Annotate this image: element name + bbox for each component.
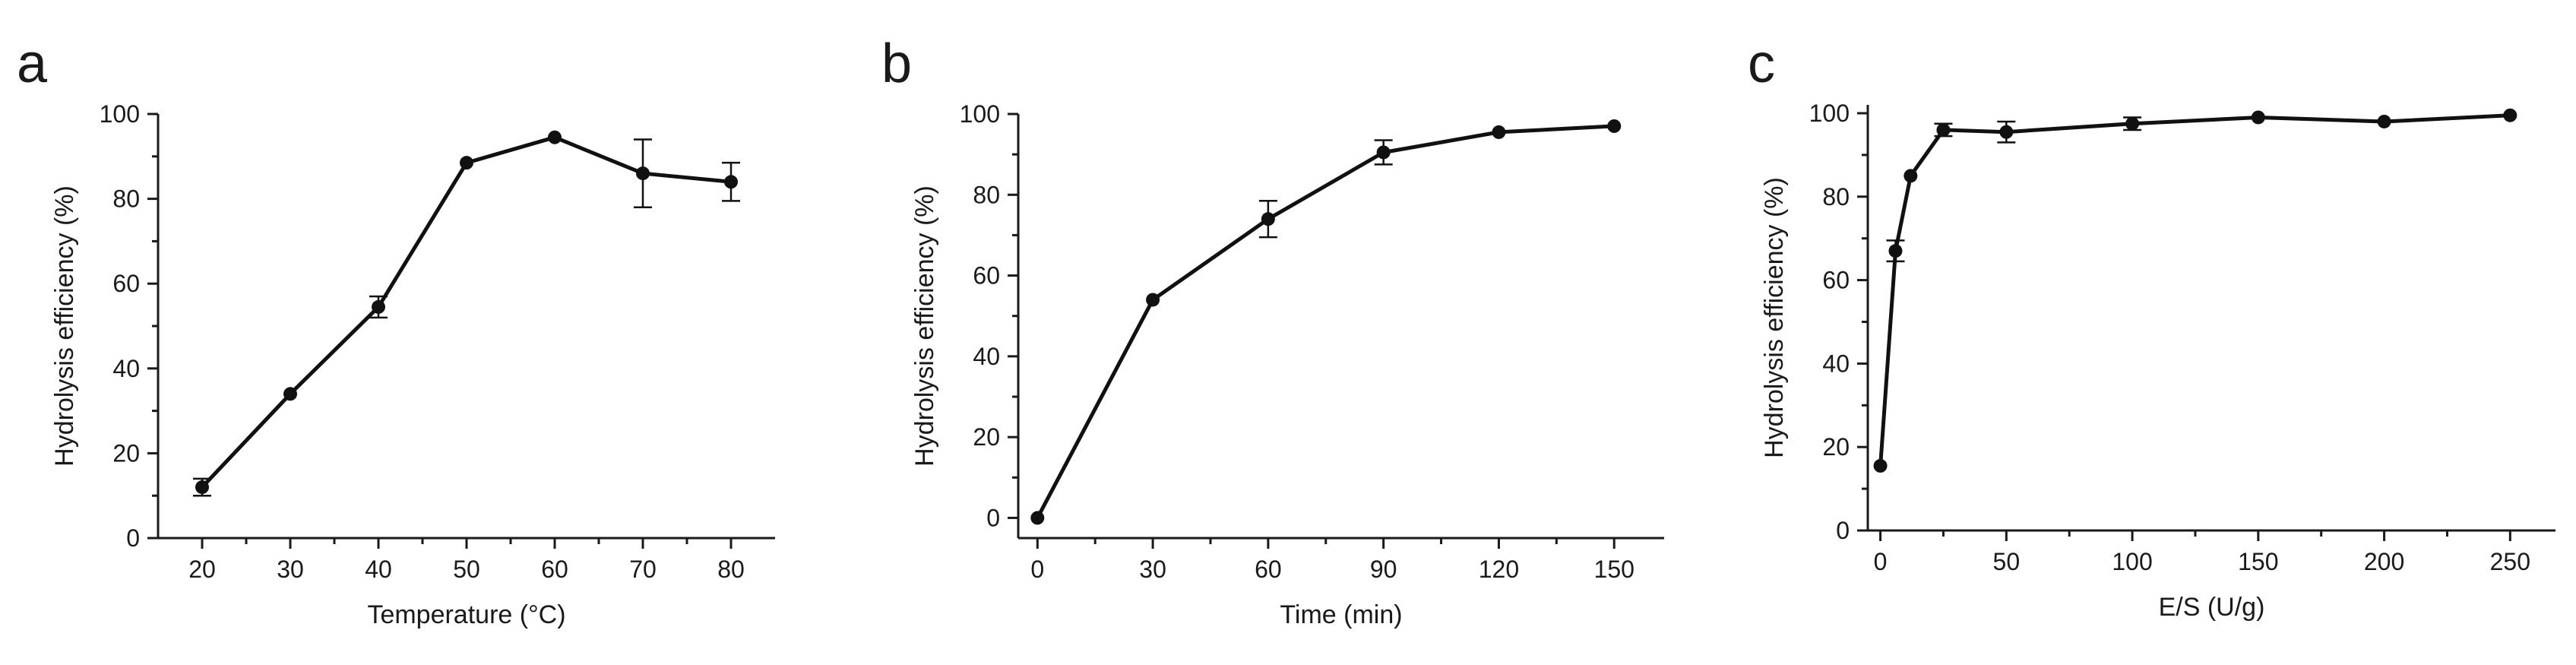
x-tick-label: 50 <box>453 556 480 583</box>
x-axis-title: Time (min) <box>1280 600 1402 629</box>
data-point <box>548 130 562 144</box>
panel-label: a <box>17 33 48 94</box>
x-tick-label: 0 <box>1874 548 1888 575</box>
data-point <box>195 480 209 495</box>
data-point <box>1999 125 2014 139</box>
x-tick-label: 50 <box>1993 548 2021 575</box>
data-point <box>1904 169 1918 183</box>
series-line <box>1878 113 2511 467</box>
x-tick-label: 70 <box>629 556 657 583</box>
y-tick-label: 40 <box>973 343 1000 370</box>
data-point <box>1873 458 1888 473</box>
panel-c: c 0 20 40 60 80 100 0 50 100 150 200 250 E/S (U/g) Hyd… <box>1748 33 2555 622</box>
x-tick-label: 0 <box>1030 556 1044 583</box>
data-point <box>1261 212 1275 226</box>
y-tick-label: 0 <box>986 504 1000 531</box>
panel-a: a 0 20 40 60 80 100 20 30 40 50 60 70 80 Temperature (… <box>17 33 775 629</box>
y-tick-label: 80 <box>1822 183 1850 211</box>
x-tick-label: 150 <box>1594 556 1635 583</box>
x-tick-label: 200 <box>2364 548 2404 575</box>
x-axis-title: Temperature (°C) <box>367 600 565 629</box>
data-point <box>1030 511 1045 525</box>
data-point <box>283 387 297 401</box>
x-axis-title: E/S (U/g) <box>2159 593 2265 622</box>
x-tick-label: 30 <box>1139 556 1166 583</box>
y-tick-label: 60 <box>973 262 1000 290</box>
y-tick-label: 80 <box>112 185 140 213</box>
x-tick-label: 60 <box>541 556 568 583</box>
panel-label: c <box>1748 33 1775 94</box>
data-point <box>2503 108 2517 122</box>
series-line <box>201 135 732 489</box>
y-tick-label: 0 <box>1836 517 1850 544</box>
panel-label: b <box>881 33 912 94</box>
series-line <box>1036 124 1615 519</box>
data-point <box>2125 116 2140 131</box>
x-tick-label: 250 <box>2490 548 2530 575</box>
panel-b: b 0 20 40 60 80 100 0 30 60 90 120 150 Time (min) Hydr… <box>881 33 1664 629</box>
data-point <box>372 299 385 314</box>
y-tick-label: 40 <box>112 355 140 382</box>
y-tick-label: 20 <box>973 423 1000 451</box>
data-point <box>1888 244 1903 258</box>
data-point <box>2251 110 2265 125</box>
x-tick-label: 150 <box>2238 548 2278 575</box>
data-point <box>1492 125 1506 139</box>
x-tick-label: 80 <box>717 556 745 583</box>
x-tick-label: 60 <box>1255 556 1282 583</box>
y-tick-label: 60 <box>1822 267 1850 294</box>
data-point <box>724 175 738 189</box>
y-tick-label: 100 <box>1809 100 1850 127</box>
x-tick-label: 30 <box>277 556 304 583</box>
data-point <box>1146 293 1160 307</box>
x-tick-label: 120 <box>1479 556 1519 583</box>
y-tick-label: 80 <box>973 181 1000 208</box>
y-axis-title: Hydrolysis efficiency (%) <box>50 185 79 467</box>
y-tick-label: 0 <box>126 524 140 552</box>
x-tick-label: 90 <box>1370 556 1397 583</box>
y-tick-label: 100 <box>100 100 140 128</box>
data-point <box>636 166 650 181</box>
x-tick-label: 100 <box>2112 548 2152 575</box>
data-point <box>1936 122 1951 137</box>
y-axis-title: Hydrolysis efficiency (%) <box>910 185 939 467</box>
x-tick-label: 20 <box>188 556 216 583</box>
data-point <box>460 156 473 170</box>
y-tick-label: 40 <box>1822 350 1850 377</box>
y-tick-label: 20 <box>1822 433 1850 461</box>
y-axis-title: Hydrolysis efficiency (%) <box>1760 177 1789 458</box>
data-point <box>2377 114 2391 128</box>
data-point <box>1376 145 1391 160</box>
y-tick-label: 100 <box>960 100 1000 128</box>
y-tick-label: 20 <box>112 439 140 467</box>
y-tick-label: 60 <box>112 270 140 297</box>
data-point <box>1607 119 1622 133</box>
x-tick-label: 40 <box>365 556 392 583</box>
